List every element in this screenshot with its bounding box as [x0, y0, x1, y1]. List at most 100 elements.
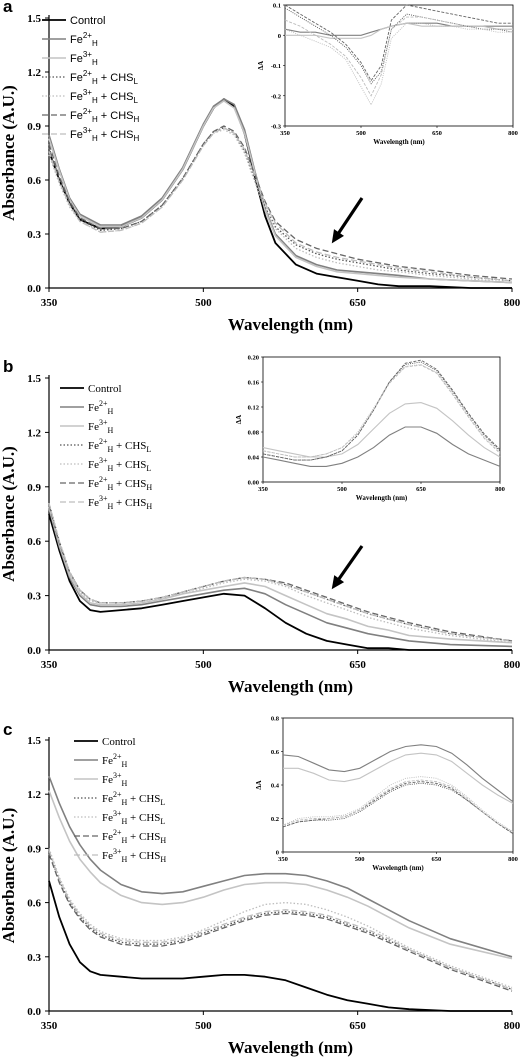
- legend-label: Fe2+H: [70, 31, 98, 48]
- arrow-annotation: [331, 545, 364, 590]
- legend-label-sub: H: [92, 58, 98, 67]
- series-line: [48, 127, 513, 282]
- legend-label-sub: H: [92, 96, 98, 105]
- x-tick-label: 500: [195, 297, 212, 309]
- legend-label-main: Fe: [88, 478, 99, 490]
- legend-label-tailsub: H: [146, 483, 152, 492]
- legend-label-tail: + CHS: [113, 497, 146, 509]
- inset-x-tick-label: 500: [356, 130, 366, 137]
- legend-label: Fe2+H + CHSH: [88, 475, 152, 492]
- legend-label-tail: + CHS: [98, 72, 134, 84]
- legend-label-tail: + CHS: [127, 831, 160, 843]
- inset-y-tick-label: -0.2: [271, 93, 281, 100]
- legend-label: Control: [70, 15, 105, 27]
- y-axis-title: Absorbance (A.U.): [0, 808, 18, 944]
- x-tick-label: 350: [41, 659, 58, 671]
- legend-label-sup: 2+: [99, 475, 108, 484]
- legend-label: Fe3+H + CHSH: [102, 847, 166, 864]
- inset-x-axis-title: Wavelength (nm): [356, 494, 408, 502]
- legend-label-sup: 2+: [113, 752, 122, 761]
- legend-label-sup: 2+: [83, 69, 92, 78]
- series-line: [48, 880, 512, 1012]
- x-axis-title: Wavelength (nm): [228, 1038, 353, 1057]
- inset-y-tick-label: 0.12: [248, 405, 259, 412]
- series-line: [48, 790, 513, 960]
- y-tick-label: 0.9: [27, 482, 41, 494]
- legend-label-tail: + CHS: [98, 110, 134, 122]
- legend-label-sup: 3+: [83, 88, 92, 97]
- legend-label: Fe3+H: [70, 50, 98, 67]
- inset-frame: [262, 356, 501, 483]
- inset-series-line: [282, 776, 514, 833]
- series-line: [48, 848, 513, 989]
- inset-series-line: [262, 364, 501, 458]
- legend-label-tailsub: L: [146, 464, 151, 473]
- legend-label-main: Fe: [70, 129, 83, 141]
- legend-label: Fe2+H: [102, 752, 128, 769]
- inset-y-axis-title: ΔA: [257, 61, 265, 70]
- legend-label: Fe3+H + CHSH: [70, 126, 140, 143]
- series-line: [48, 851, 513, 990]
- y-tick-label: 1.5: [27, 735, 41, 747]
- legend-label: Fe2+H + CHSH: [70, 107, 140, 124]
- legend-label-sub: H: [108, 445, 114, 454]
- series-line: [48, 504, 513, 644]
- panel-a: a 0.0 0.3 0.6 0.9 1.2 1.5 350 500 650 800 Wavelengt…: [0, 0, 520, 334]
- y-tick-label: 0.0: [27, 645, 41, 657]
- legend-label: Fe3+H: [88, 418, 114, 435]
- inset-y-axis-title: ΔA: [255, 780, 263, 789]
- y-tick-label: 0.3: [27, 952, 41, 964]
- legend-label-tailsub: H: [146, 502, 152, 511]
- y-tick-label: 0.9: [27, 121, 41, 133]
- series-line: [48, 128, 513, 284]
- legend-label-sup: 3+: [113, 809, 122, 818]
- legend-label-main: Fe: [88, 497, 99, 509]
- inset-y-tick-label: 0: [278, 33, 281, 40]
- legend-label-main: Fe: [102, 812, 113, 824]
- series-line: [48, 502, 513, 642]
- legend-label-sub: H: [108, 407, 114, 416]
- y-tick-label: 0.6: [27, 175, 41, 187]
- legend-label-sub: H: [122, 779, 128, 788]
- x-tick-label: 800: [504, 1020, 520, 1032]
- legend-label-main: Fe: [102, 793, 113, 805]
- y-tick-label: 1.5: [27, 13, 41, 25]
- x-tick-label: 650: [349, 659, 366, 671]
- inset-x-tick-label: 500: [337, 486, 347, 493]
- legend-label: Fe2+H: [88, 399, 114, 416]
- series-line: [48, 127, 513, 282]
- inset-y-tick-label: 0.08: [248, 430, 260, 437]
- legend-label-sub: H: [122, 836, 128, 845]
- legend-label-tailsub: L: [160, 798, 165, 807]
- inset-series-line: [262, 402, 501, 458]
- legend-label-main: Fe: [88, 459, 99, 471]
- legend-label-main: Fe: [102, 755, 113, 767]
- legend-label-main: Fe: [102, 850, 113, 862]
- series-line: [48, 849, 513, 990]
- inset-series-line: [262, 426, 501, 467]
- legend-label-main: Fe: [70, 110, 83, 122]
- inset-y-tick-label: 0.20: [248, 355, 259, 362]
- x-tick-label: 350: [41, 297, 58, 309]
- y-tick-label: 1.5: [27, 373, 41, 385]
- legend-label-tailsub: H: [134, 115, 140, 124]
- legend-label-main: Control: [102, 736, 136, 748]
- legend-label-sup: 2+: [113, 790, 122, 799]
- inset-y-tick-label: 0.6: [271, 749, 280, 756]
- legend-label-sup: 2+: [83, 107, 92, 116]
- legend-label-sup: 3+: [83, 50, 92, 59]
- legend-label-main: Fe: [70, 72, 83, 84]
- legend-label-tail: + CHS: [127, 812, 160, 824]
- inset-series-line: [284, 16, 513, 97]
- legend-label-tail: + CHS: [113, 478, 146, 490]
- legend-label-main: Control: [88, 383, 122, 395]
- legend-label-sub: H: [92, 115, 98, 124]
- inset-x-axis-title: Wavelength (nm): [373, 138, 425, 146]
- legend-label-main: Fe: [102, 774, 113, 786]
- inset-series-line: [282, 779, 514, 833]
- inset-x-axis-title: Wavelength (nm): [372, 864, 424, 872]
- legend-label-sub: H: [92, 77, 98, 86]
